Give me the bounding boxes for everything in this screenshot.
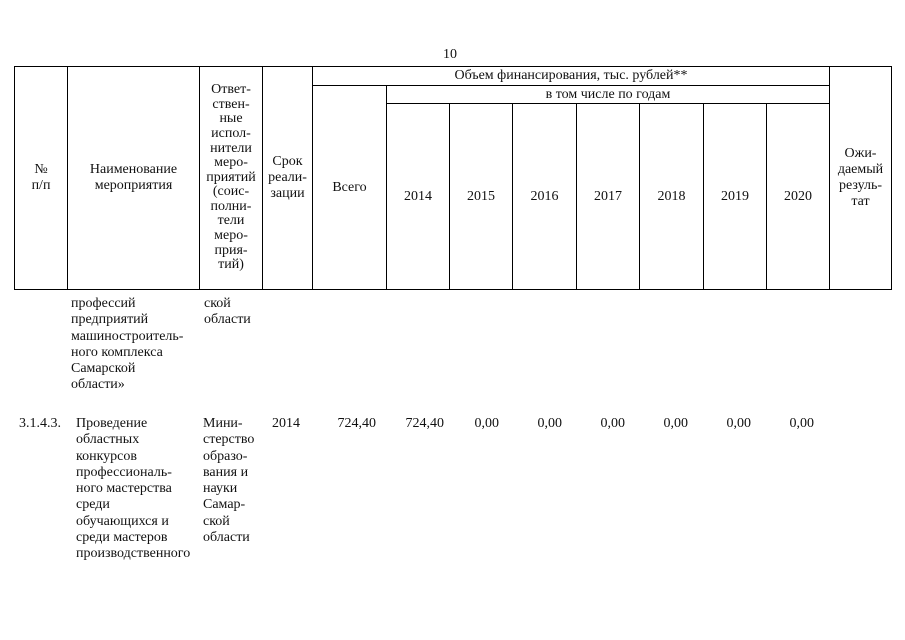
row-year-value: 0,00 — [474, 416, 500, 431]
row-year-value: 0,00 — [726, 416, 752, 431]
row-year-value: 0,00 — [663, 416, 689, 431]
row-term: 2014 — [272, 416, 300, 431]
header-funding: Объем финансирования, тыс. рублей** — [312, 66, 830, 86]
header-term: Срок реали- зации — [262, 66, 313, 290]
row-responsible: Мини- стерство образо- вания и науки Сам… — [203, 416, 255, 546]
row-responsible: ской области — [204, 296, 251, 328]
row-name: Проведение областных конкурсов профессио… — [76, 416, 191, 562]
row-num: 3.1.4.3. — [19, 416, 61, 431]
header-year: 2018 — [639, 103, 704, 290]
header-year: 2019 — [703, 103, 767, 290]
header-year: 2014 — [386, 103, 450, 290]
header-year: 2016 — [512, 103, 577, 290]
page-number: 10 — [443, 47, 457, 62]
row-year-value: 724,40 — [405, 416, 445, 431]
header-responsible: Ответ- ствен- ные испол- нители меро- пр… — [199, 66, 263, 290]
header-num: № п/п — [14, 66, 68, 290]
row-year-value: 0,00 — [600, 416, 626, 431]
header-total: Всего — [312, 85, 387, 290]
header-year: 2017 — [576, 103, 640, 290]
header-year: 2020 — [766, 103, 830, 290]
header-year: 2015 — [449, 103, 513, 290]
row-year-value: 0,00 — [789, 416, 815, 431]
row-total: 724,40 — [337, 416, 377, 431]
header-result: Ожи- даемый резуль- тат — [829, 66, 892, 290]
header-table: № п/п Наименование мероприятия Ответ- ст… — [14, 66, 892, 290]
row-name: профессий предприятий машиностроитель- н… — [71, 296, 184, 393]
header-by-years: в том числе по годам — [386, 85, 830, 104]
header-name: Наименование мероприятия — [67, 66, 200, 290]
row-year-value: 0,00 — [537, 416, 563, 431]
